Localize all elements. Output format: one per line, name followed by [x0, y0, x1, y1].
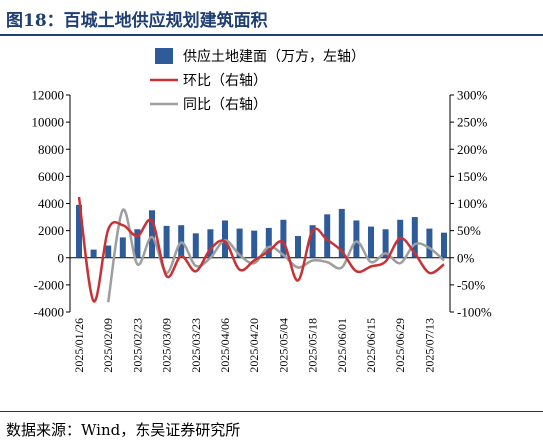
x-tick-label: 2025/06/01 [335, 318, 349, 373]
right-tick-label: 150% [457, 169, 488, 184]
x-tick-label: 2025/06/29 [393, 318, 407, 373]
legend-label: 同比（右轴） [183, 97, 267, 113]
right-tick-label: 200% [457, 142, 488, 157]
x-tick-label: 2025/03/23 [189, 318, 203, 373]
bar [382, 229, 389, 258]
right-tick-label: -50% [457, 277, 485, 292]
mom-line [77, 196, 445, 303]
right-tick-label: 250% [457, 115, 488, 130]
bar [324, 214, 331, 258]
left-tick-label: -2000 [34, 277, 64, 292]
bar [280, 219, 287, 258]
x-tick-label: 2025/03/09 [160, 318, 174, 373]
legend-label: 供应土地建面（万方，左轴） [183, 48, 365, 65]
x-tick-label: 2025/02/23 [130, 318, 144, 373]
bar [76, 204, 82, 258]
x-tick-label: 2025/06/15 [364, 318, 378, 373]
bar [295, 236, 301, 258]
yoy-line [106, 208, 445, 303]
x-tick-label: 2025/05/18 [306, 318, 320, 373]
bar [251, 230, 258, 258]
left-tick-label: 4000 [38, 196, 64, 211]
x-tick-label: 2025/04/06 [218, 318, 232, 373]
bar [222, 220, 228, 258]
bar [192, 233, 199, 258]
x-tick-label: 2025/07/13 [422, 318, 436, 373]
right-tick-label: 50% [457, 223, 481, 238]
left-tick-label: 0 [58, 250, 65, 265]
bar [207, 229, 214, 258]
line-series [77, 196, 445, 303]
chart-title: 图18：百城土地供应规划建筑面积 [6, 11, 268, 31]
bar [90, 249, 97, 258]
bar [134, 229, 141, 258]
tick-labels: -4000 -2000 0 2000 4000 6000 8000 10000 12000 -10… [32, 88, 492, 373]
x-tick-label: 2025/01/26 [72, 318, 86, 373]
right-tick-label: 300% [457, 88, 488, 103]
bar [119, 237, 126, 258]
right-tick-label: 100% [457, 196, 488, 211]
bar [309, 225, 316, 258]
right-tick-label: 0% [457, 250, 475, 265]
title-rule [0, 34, 543, 36]
left-tick-label: -4000 [34, 305, 64, 320]
bar [265, 227, 272, 258]
left-tick-label: 10000 [32, 115, 65, 130]
bar [163, 225, 170, 258]
legend-label: 环比（右轴） [183, 73, 267, 89]
x-tick-label: 2025/04/20 [247, 318, 261, 373]
legend: 供应土地建面（万方，左轴） 环比（右轴） 同比（右轴） [150, 48, 365, 113]
bar [353, 220, 360, 258]
axes [66, 94, 454, 313]
left-tick-label: 8000 [38, 142, 64, 157]
x-tick-label: 2025/05/04 [276, 318, 290, 373]
x-tick-label: 2025/02/09 [101, 318, 115, 373]
bar [338, 208, 345, 258]
right-tick-label: -100% [457, 305, 492, 320]
source-note: 数据来源：Wind，东吴证券研究所 [6, 421, 241, 439]
source-rule [0, 411, 543, 412]
legend-swatch-bar [155, 48, 173, 64]
left-tick-label: 2000 [38, 223, 64, 238]
bar [426, 228, 433, 258]
left-tick-label: 12000 [32, 88, 65, 103]
bar [105, 245, 112, 258]
left-tick-label: 6000 [38, 169, 64, 184]
bar [411, 217, 418, 258]
bar [236, 228, 243, 258]
title-bar: 图18：百城土地供应规划建筑面积 [0, 0, 543, 36]
bar [149, 210, 155, 258]
bar [441, 232, 447, 258]
bar [368, 226, 374, 258]
